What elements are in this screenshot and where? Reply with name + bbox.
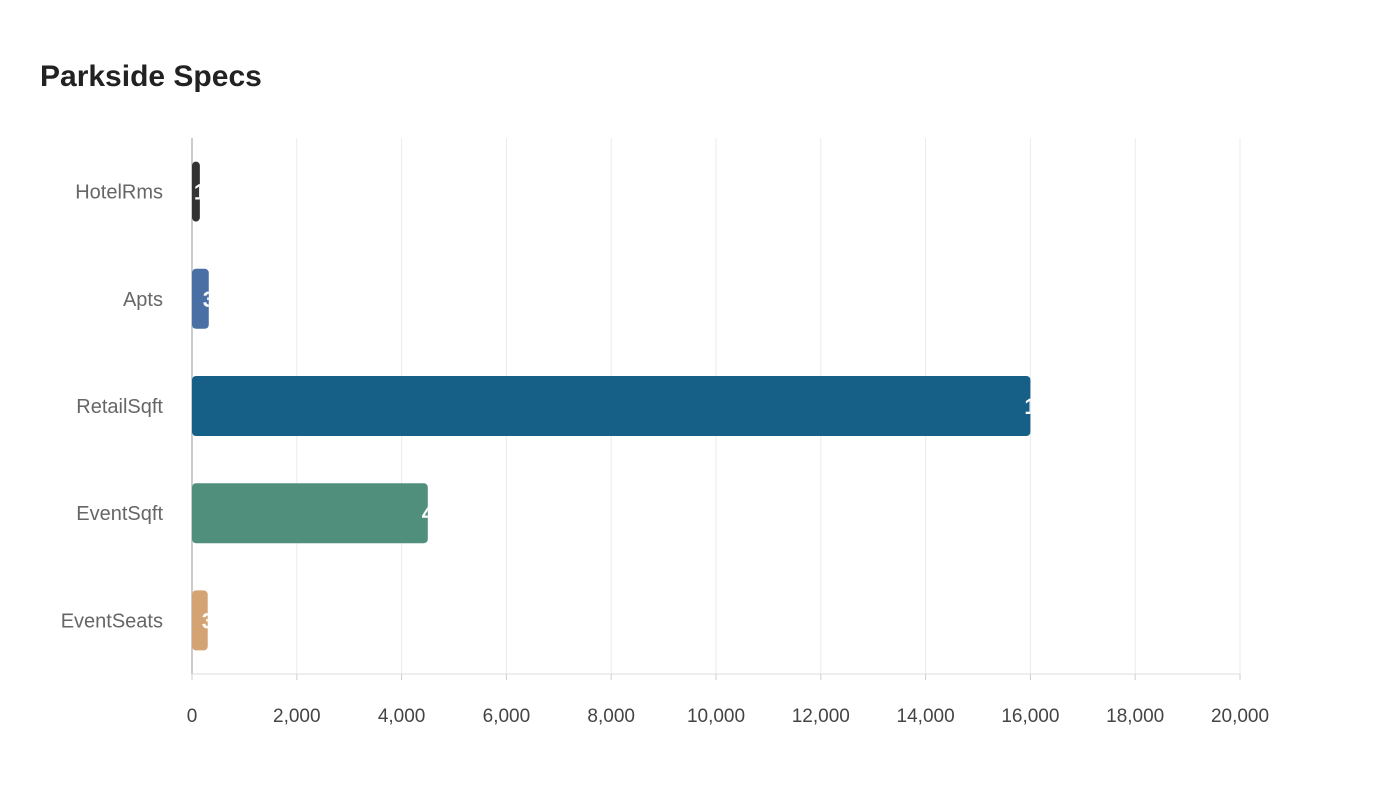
x-tick-label: 16,000 [1001, 706, 1059, 727]
y-tick-label: RetailSqft [76, 396, 163, 418]
bar-eventsqft [192, 483, 428, 544]
data-label: 16,000 [1024, 394, 1091, 419]
data-label: 320 [203, 287, 240, 312]
chart-title: Parkside Specs [40, 60, 262, 93]
x-tick-label: 18,000 [1106, 706, 1164, 727]
data-label: 300 [202, 608, 239, 633]
bar-apts [192, 268, 209, 329]
y-tick-label: EventSeats [61, 610, 163, 632]
y-tick-label: Apts [123, 289, 163, 311]
x-tick-label: 10,000 [687, 706, 745, 727]
bar-eventseats [192, 590, 208, 651]
bar-retailsqft [192, 376, 1031, 436]
bar-hotelrms [192, 161, 200, 222]
data-label: 150 [194, 180, 231, 205]
x-tick-label: 0 [187, 706, 198, 727]
data-label: 4,500 [422, 501, 477, 526]
y-tick-label: HotelRms [75, 182, 163, 204]
x-tick-label: 6,000 [483, 706, 531, 727]
x-tick-label: 12,000 [792, 706, 850, 727]
x-tick-label: 20,000 [1211, 706, 1269, 727]
x-tick-label: 4,000 [378, 706, 426, 727]
x-tick-label: 14,000 [897, 706, 955, 727]
y-tick-label: EventSqft [76, 503, 163, 525]
x-tick-label: 2,000 [273, 706, 321, 727]
x-tick-label: 8,000 [587, 706, 635, 727]
